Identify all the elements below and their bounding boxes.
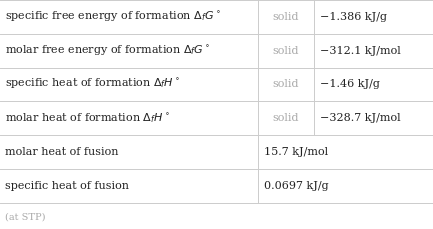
Text: −328.7 kJ/mol: −328.7 kJ/mol	[320, 113, 401, 123]
Text: specific free energy of formation $\Delta_f G^\circ$: specific free energy of formation $\Delt…	[5, 10, 221, 24]
Text: molar heat of fusion: molar heat of fusion	[5, 147, 119, 157]
Text: −1.46 kJ/g: −1.46 kJ/g	[320, 79, 380, 90]
Text: (at STP): (at STP)	[5, 213, 46, 222]
Text: molar heat of formation $\Delta_f H^\circ$: molar heat of formation $\Delta_f H^\cir…	[5, 111, 170, 125]
Text: 0.0697 kJ/g: 0.0697 kJ/g	[264, 181, 329, 191]
Text: specific heat of fusion: specific heat of fusion	[5, 181, 129, 191]
Text: 15.7 kJ/mol: 15.7 kJ/mol	[264, 147, 328, 157]
Text: solid: solid	[272, 79, 299, 90]
Text: solid: solid	[272, 12, 299, 22]
Text: −1.386 kJ/g: −1.386 kJ/g	[320, 12, 388, 22]
Text: molar free energy of formation $\Delta_f G^\circ$: molar free energy of formation $\Delta_f…	[5, 44, 210, 58]
Text: solid: solid	[272, 46, 299, 56]
Text: solid: solid	[272, 113, 299, 123]
Text: −312.1 kJ/mol: −312.1 kJ/mol	[320, 46, 401, 56]
Text: specific heat of formation $\Delta_f H^\circ$: specific heat of formation $\Delta_f H^\…	[5, 77, 181, 92]
